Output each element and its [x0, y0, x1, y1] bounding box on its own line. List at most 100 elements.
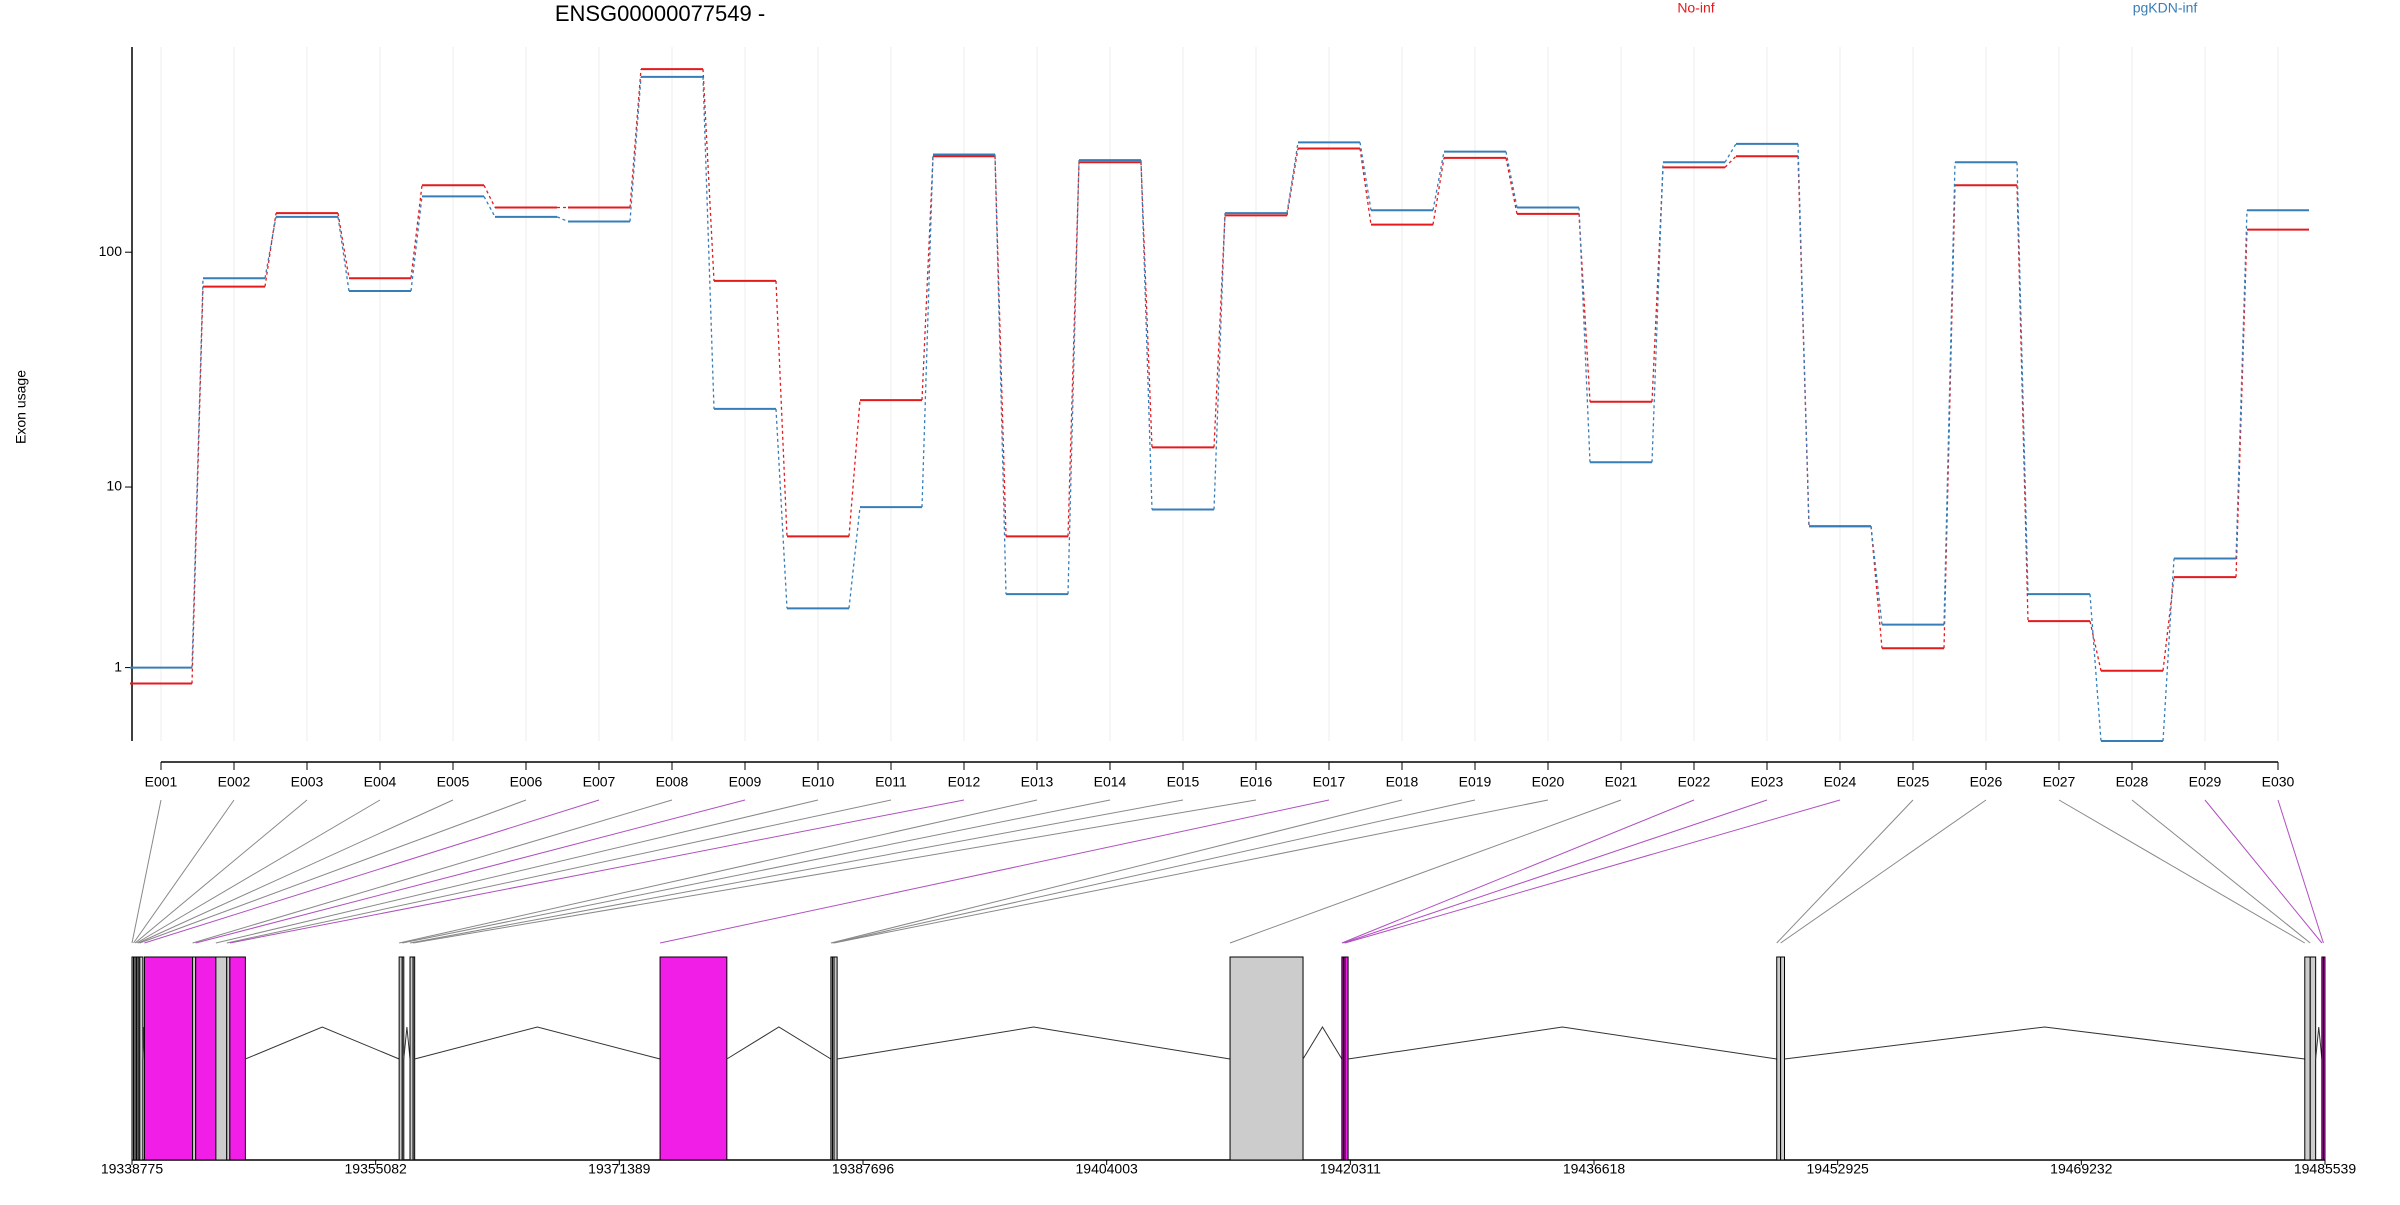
- connector: [1578, 207, 1591, 463]
- exon-link: [2131, 799, 2311, 944]
- x-tick-label: E011: [875, 774, 907, 790]
- exon-link: [1776, 799, 1914, 944]
- x-tick-label: E026: [1970, 774, 2003, 790]
- connector: [702, 69, 715, 281]
- x-tick-label: E025: [1897, 774, 1930, 790]
- exon-link: [833, 799, 1549, 944]
- connector: [1505, 157, 1518, 215]
- exon-link: [192, 799, 673, 944]
- x-tick-label: E002: [218, 774, 251, 790]
- exon-link: [2277, 799, 2324, 944]
- coord-tick-label: 19452925: [1807, 1161, 1870, 1177]
- connector: [1870, 526, 1883, 625]
- intron: [726, 1026, 832, 1060]
- intron: [1302, 1026, 1343, 1060]
- exon-link: [830, 799, 1403, 944]
- connector: [1140, 162, 1153, 448]
- connector: [1651, 162, 1664, 463]
- intron: [414, 1026, 661, 1060]
- x-tick-label: E015: [1167, 774, 1200, 790]
- legend-entry: pgKDN-inf: [2133, 0, 2198, 16]
- connector: [2235, 210, 2248, 559]
- x-tick-label: E027: [2043, 774, 2076, 790]
- exon-link: [136, 799, 381, 944]
- exon: [2322, 956, 2326, 1161]
- exon: [1344, 956, 1349, 1161]
- connector: [994, 156, 1007, 537]
- connector: [410, 196, 423, 292]
- connector: [556, 216, 569, 223]
- exon: [659, 956, 728, 1161]
- coord-tick-label: 19420311: [1320, 1161, 1381, 1177]
- x-tick-label: E007: [583, 774, 616, 790]
- exon-link: [1343, 799, 1768, 944]
- exon-link: [409, 799, 1184, 944]
- exon-link: [138, 799, 454, 944]
- exon-link: [133, 799, 235, 944]
- connector: [1067, 160, 1080, 595]
- x-tick-label: E017: [1313, 774, 1346, 790]
- exon: [2309, 956, 2317, 1161]
- coord-tick-label: 19355082: [345, 1161, 408, 1177]
- x-tick-label: E016: [1240, 774, 1273, 790]
- exon: [215, 956, 228, 1161]
- legend-entry: No-inf: [1677, 0, 1714, 16]
- connector: [921, 154, 934, 508]
- connector: [483, 184, 496, 208]
- coord-tick-label: 19485539: [2294, 1161, 2357, 1177]
- x-tick-label: E018: [1386, 774, 1419, 790]
- x-tick-label: E014: [1094, 774, 1127, 790]
- exon: [1776, 956, 1782, 1161]
- coord-tick-label: 19469232: [2050, 1161, 2113, 1177]
- x-tick-label: E008: [656, 774, 689, 790]
- connector: [1943, 185, 1956, 649]
- exon-link: [195, 799, 746, 944]
- exon: [229, 956, 246, 1161]
- connector: [1359, 142, 1372, 211]
- x-tick-label: E022: [1678, 774, 1711, 790]
- intron: [403, 1026, 411, 1060]
- exon-link: [1344, 799, 1841, 944]
- intron: [2315, 1026, 2323, 1060]
- coord-tick-label: 19436618: [1563, 1161, 1626, 1177]
- exon-link: [659, 799, 1330, 944]
- x-tick-label: E013: [1021, 774, 1054, 790]
- exon-link: [402, 799, 1111, 944]
- x-tick-label: E006: [510, 774, 543, 790]
- connector: [1578, 213, 1591, 402]
- connector: [775, 280, 788, 537]
- exon: [2304, 956, 2311, 1161]
- exon: [143, 956, 194, 1161]
- connector: [1359, 148, 1372, 225]
- connector: [775, 408, 788, 609]
- connector: [629, 76, 642, 222]
- x-tick-label: E001: [145, 774, 178, 790]
- connector: [1286, 148, 1299, 216]
- y-tick-label: 1: [114, 658, 122, 674]
- x-tick-label: E003: [291, 774, 324, 790]
- exon: [1229, 956, 1304, 1161]
- x-tick-label: E030: [2262, 774, 2295, 790]
- exon-link: [131, 799, 162, 944]
- x-tick-label: E010: [802, 774, 835, 790]
- connector: [994, 154, 1007, 595]
- connector: [264, 213, 277, 287]
- x-tick-label: E028: [2116, 774, 2149, 790]
- x-tick-label: E019: [1459, 774, 1492, 790]
- exon-link: [413, 799, 1257, 944]
- intron: [1348, 1026, 1777, 1060]
- exon-link: [134, 799, 308, 944]
- connector: [1213, 213, 1226, 510]
- connector: [1067, 162, 1080, 537]
- connector: [848, 400, 861, 537]
- exon-link: [226, 799, 892, 944]
- exon-link: [229, 799, 965, 944]
- connector: [1140, 160, 1153, 510]
- exon-link: [215, 799, 819, 944]
- x-tick-label: E012: [948, 774, 981, 790]
- connector: [629, 69, 642, 208]
- connector: [2016, 162, 2029, 595]
- connector: [410, 185, 423, 279]
- exon-link: [139, 799, 527, 944]
